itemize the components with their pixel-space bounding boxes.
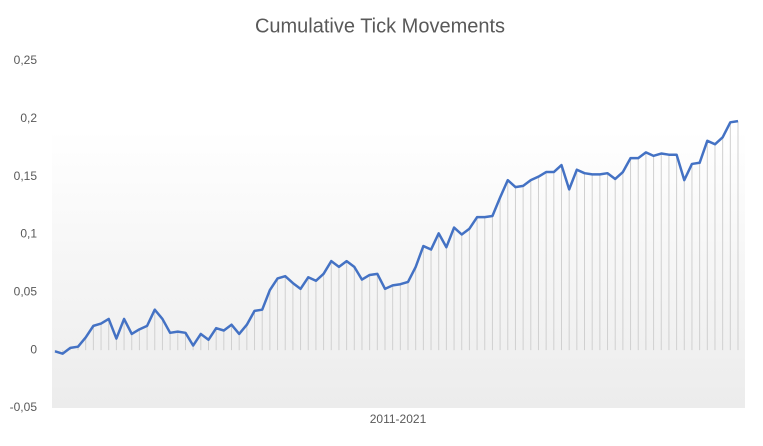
y-tick-label: 0,2	[20, 111, 37, 125]
y-tick-label: 0,25	[14, 53, 38, 67]
plot-background	[52, 61, 745, 408]
y-tick-label: 0	[30, 342, 37, 356]
chart-title: Cumulative Tick Movements	[255, 15, 505, 37]
x-axis-label: 2011-2021	[370, 412, 427, 426]
y-tick-label: -0,05	[10, 400, 38, 414]
data-line	[54, 119, 739, 355]
y-tick-label: 0,05	[14, 285, 38, 299]
y-tick-label: 0,1	[20, 227, 37, 241]
y-tick-label: 0,15	[14, 169, 38, 183]
